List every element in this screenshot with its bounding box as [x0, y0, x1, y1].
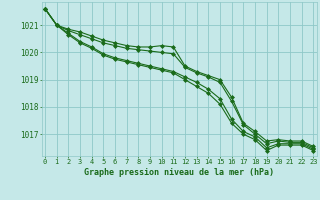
X-axis label: Graphe pression niveau de la mer (hPa): Graphe pression niveau de la mer (hPa): [84, 168, 274, 177]
